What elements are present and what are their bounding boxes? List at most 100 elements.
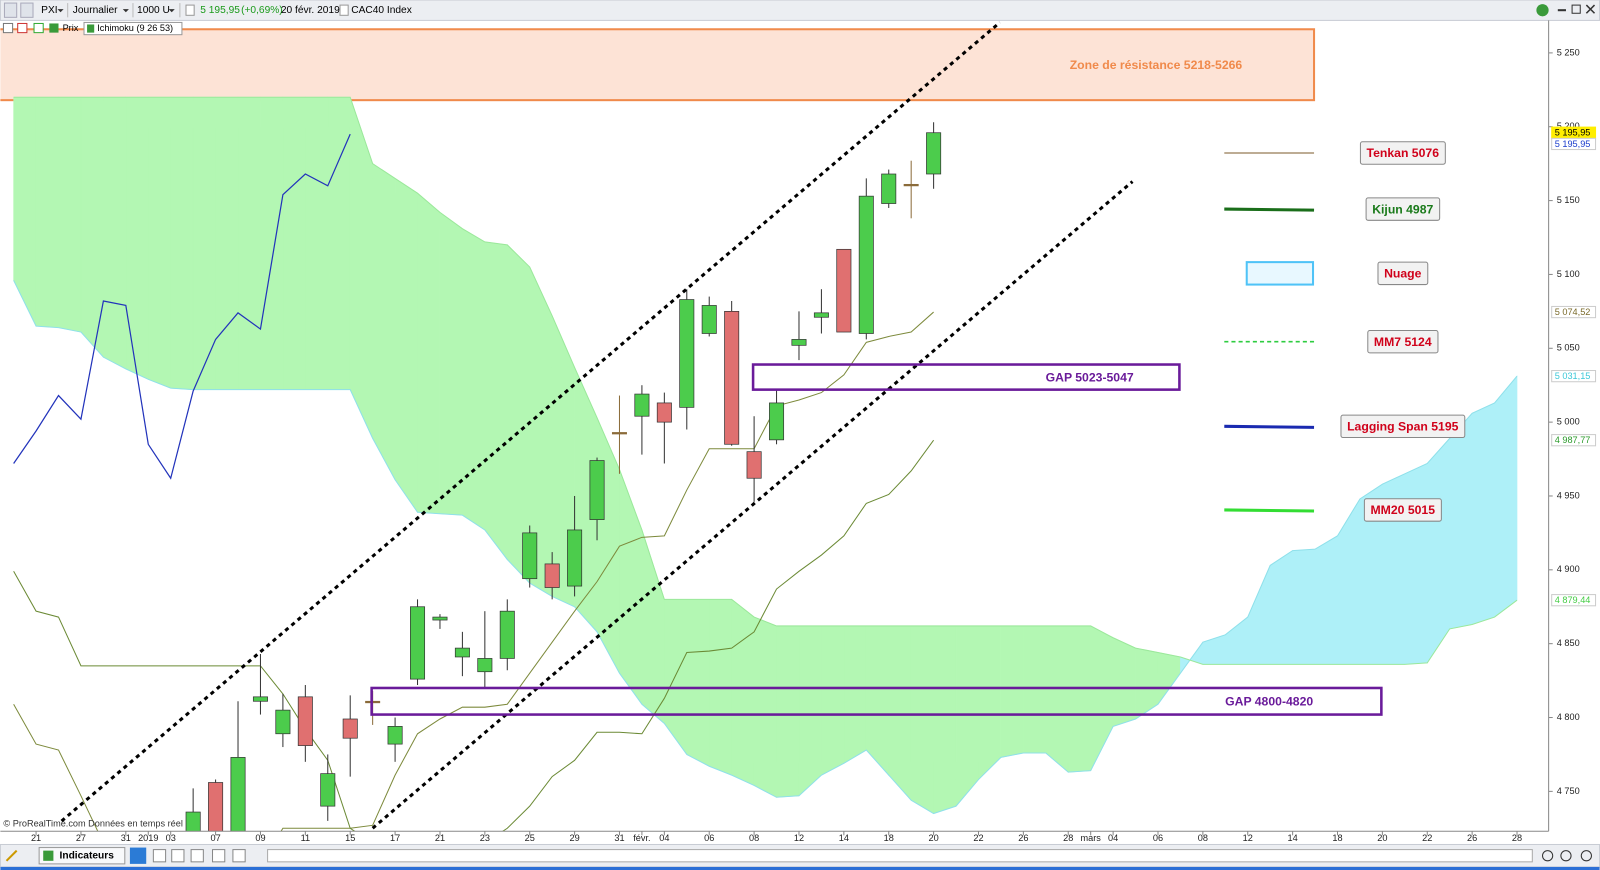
candle-body — [185, 811, 201, 832]
cloud-segment — [1269, 550, 1293, 665]
share-button[interactable] — [129, 847, 147, 864]
tool-icon[interactable] — [190, 849, 204, 863]
candle-body — [813, 312, 829, 318]
cloud-segment — [933, 625, 957, 814]
candle-body — [320, 773, 336, 807]
menu-icon[interactable] — [20, 2, 34, 18]
cloud-segment — [1404, 463, 1428, 665]
cloud-segment — [955, 625, 979, 807]
units[interactable]: 1000 U — [137, 5, 170, 16]
indicators-button[interactable] — [38, 847, 126, 865]
x-tick-label: 15 — [345, 833, 355, 843]
price-marker-label: 5 195,95 — [1555, 139, 1591, 149]
candle-body — [297, 696, 313, 746]
cloud-segment — [394, 177, 418, 514]
date: 20 févr. 2019 — [281, 5, 340, 16]
cloud-segment — [865, 625, 890, 776]
cloud-segment — [731, 598, 755, 786]
candle-body — [230, 757, 246, 832]
x-tick-label: 08 — [749, 833, 759, 843]
annotation-label: Zone de résistance 5218-5266 — [1070, 58, 1243, 72]
candle-body — [589, 460, 605, 520]
x-tick-label: 12 — [1243, 833, 1253, 843]
annotation-label: GAP 5023-5047 — [1046, 370, 1134, 384]
y-tick-label: 5 150 — [1557, 195, 1580, 205]
zoom-in[interactable] — [1541, 850, 1554, 862]
candle-body — [881, 173, 897, 204]
icon — [185, 4, 195, 16]
tool-icon[interactable] — [232, 849, 246, 863]
cloud-segment — [372, 163, 396, 480]
legend: Tenkan 5076 Kijun 4987 Nuage MM7 5124 Laggin… — [1224, 141, 1466, 522]
symbol[interactable]: PXI — [41, 5, 57, 16]
candle-body — [252, 696, 268, 702]
annotation-box — [370, 686, 1383, 716]
candle-body — [499, 610, 515, 659]
cloud-segment — [439, 211, 463, 516]
indicator-name[interactable]: Ichimoku (9 26 53) — [97, 23, 173, 33]
cloud-segment — [1000, 625, 1024, 758]
candle-body — [724, 311, 740, 445]
candle-body — [701, 305, 717, 334]
tool-icon[interactable] — [171, 849, 185, 863]
annotation-box — [751, 363, 1181, 391]
icon[interactable] — [33, 22, 44, 34]
cloud-segment — [282, 96, 306, 390]
y-tick-label: 5 200 — [1557, 121, 1580, 131]
icon[interactable] — [2, 22, 14, 34]
y-tick-label: 5 000 — [1557, 417, 1580, 427]
candle-body — [275, 709, 291, 735]
x-tick-label: 22 — [973, 833, 983, 843]
x-tick-label: 27 — [76, 833, 86, 843]
x-tick-label: 21 — [31, 833, 41, 843]
x-tick-label: 17 — [390, 833, 400, 843]
legend-label-box — [1363, 498, 1442, 522]
period[interactable]: Journalier — [73, 5, 118, 16]
bottom-toolbar: Indicateurs — [0, 843, 1600, 870]
last-price: 5 195,95 — [200, 5, 240, 16]
x-tick-label: 03 — [166, 833, 176, 843]
x-tick-label: 14 — [1288, 833, 1298, 843]
x-tick-label: 04 — [1108, 833, 1118, 843]
cloud-segment — [1045, 625, 1069, 773]
copyright: © ProRealTime.com Données en temps réel — [3, 819, 182, 829]
price-marker-box — [1551, 137, 1597, 151]
cloud-segment — [1292, 548, 1316, 665]
cloud-segment — [1494, 375, 1518, 618]
cloud-segment — [170, 96, 194, 390]
instrument: CAC40 Index — [351, 5, 412, 16]
x-tick-label: 04 — [659, 833, 669, 843]
cloud-segment — [843, 625, 867, 764]
tool-icon[interactable] — [212, 849, 226, 863]
indicator-line — [13, 133, 351, 480]
minimize-button[interactable] — [1557, 9, 1566, 12]
cloud-segment — [417, 192, 441, 515]
indicators-button-label[interactable]: Indicateurs — [60, 850, 115, 861]
x-tick-label: 06 — [1153, 833, 1163, 843]
candle-body — [656, 402, 672, 423]
legend-label: MM20 5015 — [1371, 503, 1436, 517]
candle-body — [477, 658, 493, 673]
menu-icon[interactable] — [3, 2, 18, 18]
icon[interactable] — [17, 22, 28, 34]
scrollbar[interactable] — [267, 849, 1533, 863]
tool-icon[interactable] — [152, 849, 167, 863]
zoom-out[interactable] — [1560, 850, 1572, 862]
x-tick-label: 11 — [301, 833, 311, 843]
x-tick-label: 07 — [210, 833, 220, 843]
x-tick-label: 28 — [1512, 833, 1522, 843]
zoom-reset[interactable] — [1580, 850, 1592, 862]
draw-icon[interactable] — [5, 849, 18, 862]
restore-button[interactable] — [1571, 4, 1581, 14]
close-button[interactable] — [1585, 4, 1596, 14]
refresh-icon[interactable] — [1536, 4, 1549, 17]
cloud-segment — [215, 96, 239, 390]
y-tick-label: 4 950 — [1557, 490, 1580, 500]
y-tick-label: 5 100 — [1557, 269, 1580, 279]
y-tick-label: 5 050 — [1557, 343, 1580, 353]
cloud-segment — [776, 625, 800, 798]
candle-body — [746, 451, 762, 479]
x-tick-label: 29 — [570, 833, 580, 843]
indicator-tag[interactable] — [83, 21, 183, 36]
